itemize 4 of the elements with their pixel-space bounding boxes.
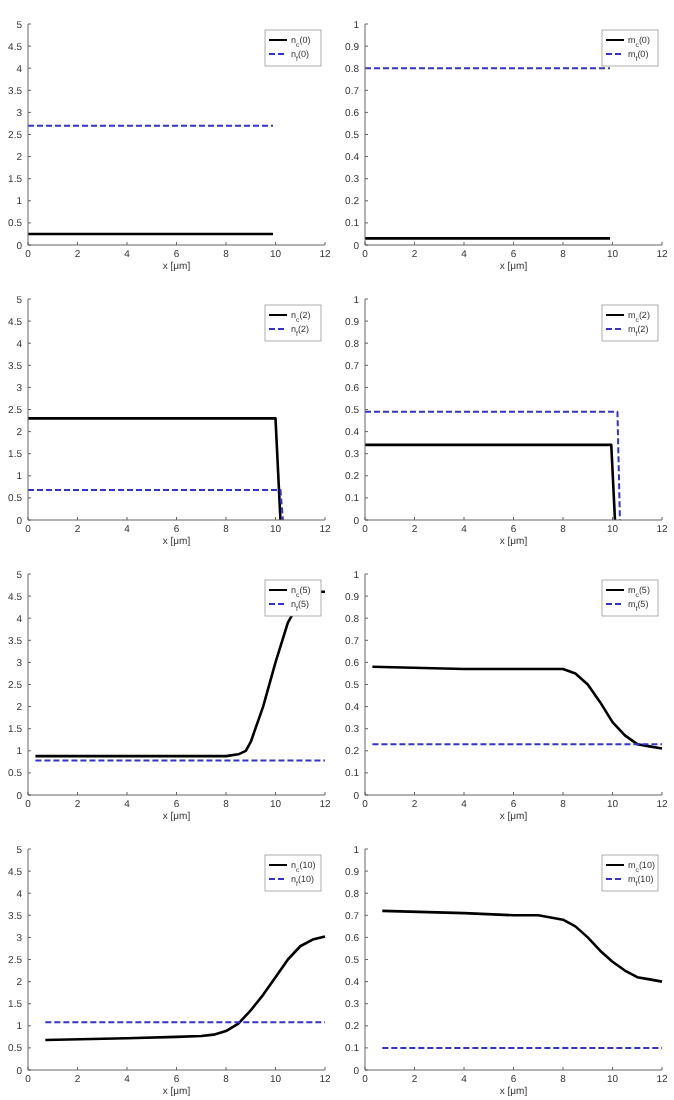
line-series <box>371 665 664 750</box>
line-series <box>381 909 664 983</box>
line-series <box>44 935 327 1042</box>
line-series <box>34 590 327 758</box>
